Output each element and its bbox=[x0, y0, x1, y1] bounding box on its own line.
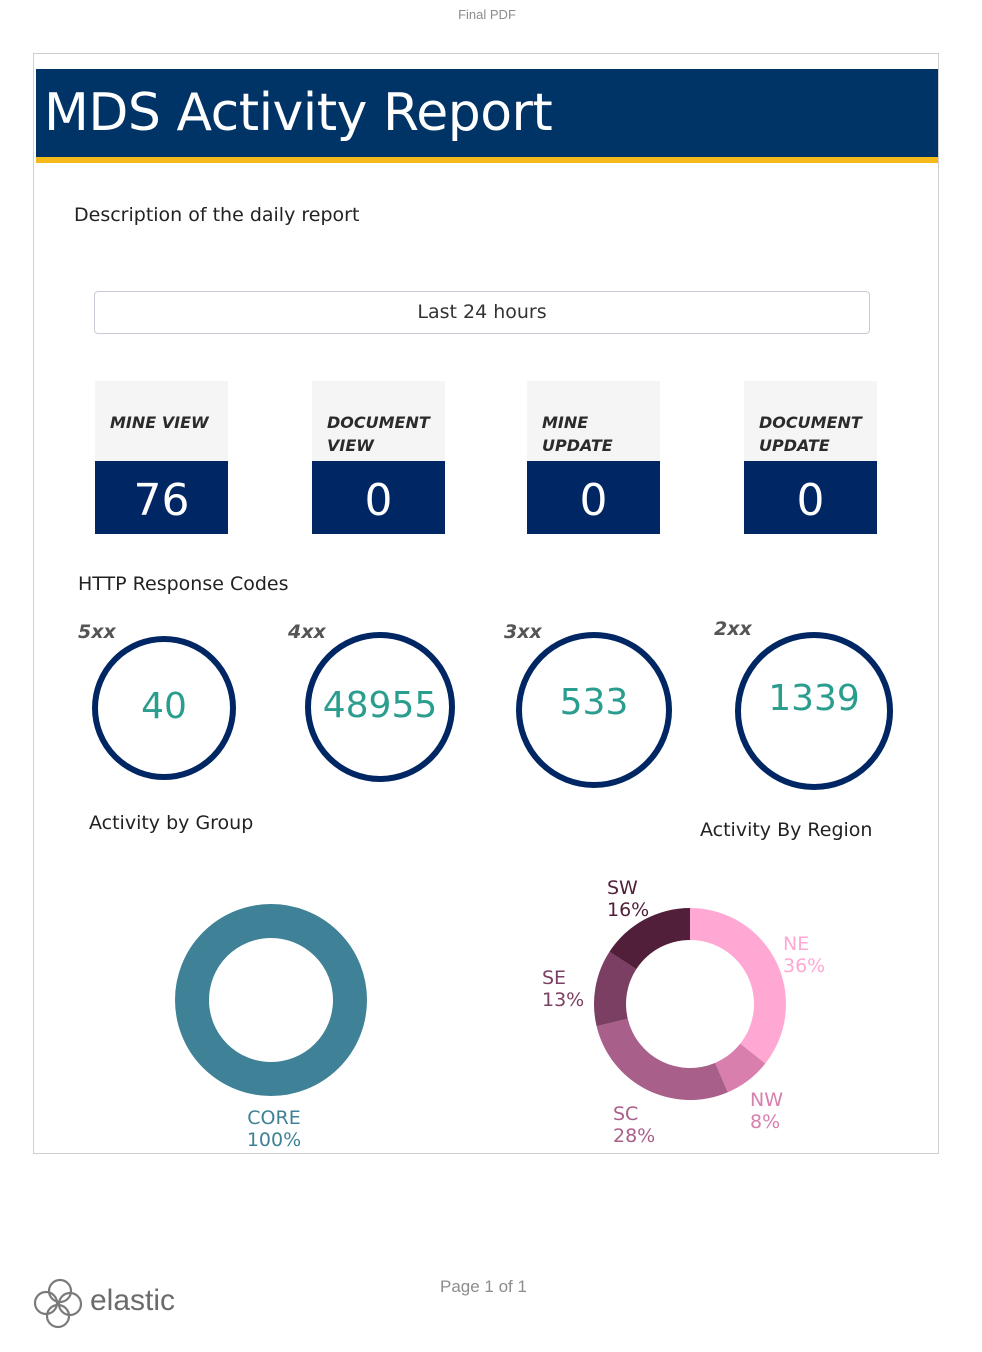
elastic-logo-text: elastic bbox=[90, 1284, 176, 1317]
metric-value: 0 bbox=[312, 461, 445, 534]
report-title: MDS Activity Report bbox=[44, 83, 553, 143]
page-number: Page 1 of 1 bbox=[440, 1277, 527, 1296]
metric-value: 0 bbox=[744, 461, 877, 534]
metric-mine-view: MINE VIEW 76 bbox=[95, 381, 228, 534]
donut-slice-ne bbox=[690, 908, 786, 1064]
slice-percent-sw: 16% bbox=[607, 899, 649, 921]
http-section-title: HTTP Response Codes bbox=[78, 573, 289, 595]
donut-slice-sc bbox=[596, 1018, 728, 1100]
slice-percent-nw: 8% bbox=[750, 1111, 780, 1133]
metric-value: 0 bbox=[527, 461, 660, 534]
time-range-picker[interactable]: Last 24 hours bbox=[94, 291, 870, 334]
report-banner: MDS Activity Report bbox=[36, 69, 938, 163]
code-label-3xx: 3xx bbox=[504, 621, 542, 643]
metric-document-view: DOCUMENT VIEW 0 bbox=[312, 381, 445, 534]
code-label-5xx: 5xx bbox=[78, 621, 116, 643]
gauge-2xx: 1339 bbox=[735, 632, 893, 790]
donut-slice-sw bbox=[609, 908, 690, 970]
gauge-value: 48955 bbox=[322, 685, 438, 726]
code-label-4xx: 4xx bbox=[288, 621, 326, 643]
group-chart-title: Activity by Group bbox=[89, 812, 254, 834]
metric-label: DOCUMENT VIEW bbox=[312, 381, 445, 461]
gauge-value: 1339 bbox=[768, 678, 860, 719]
donut-slice-se bbox=[594, 951, 637, 1027]
gauge-3xx: 533 bbox=[516, 632, 672, 788]
metric-label: MINE UPDATE bbox=[527, 381, 660, 461]
slice-name-ne: NE bbox=[783, 933, 809, 955]
slice-name-sw: SW bbox=[607, 877, 638, 899]
gauge-value: 533 bbox=[559, 682, 629, 723]
slice-name-nw: NW bbox=[750, 1089, 783, 1111]
code-label-2xx: 2xx bbox=[714, 618, 752, 640]
slice-name-sc: SC bbox=[613, 1103, 638, 1125]
gauge-value: 40 bbox=[141, 686, 187, 727]
donut-slice-core bbox=[175, 904, 367, 1096]
slice-name-core: CORE bbox=[247, 1107, 300, 1129]
slice-percent-sc: 28% bbox=[613, 1125, 655, 1147]
report-description: Description of the daily report bbox=[74, 204, 360, 226]
slice-name-se: SE bbox=[542, 967, 566, 989]
metric-label: DOCUMENT UPDATE bbox=[744, 381, 877, 461]
elastic-logo: elastic bbox=[32, 1276, 192, 1332]
metric-value: 76 bbox=[95, 461, 228, 534]
report-frame: MDS Activity Report Description of the d… bbox=[33, 53, 939, 1154]
slice-percent-se: 13% bbox=[542, 989, 584, 1011]
gauge-4xx: 48955 bbox=[305, 632, 455, 782]
top-label: Final PDF bbox=[458, 7, 516, 22]
metric-label: MINE VIEW bbox=[95, 381, 228, 461]
elastic-logo-icon bbox=[33, 1278, 83, 1329]
donut-slice-nw bbox=[715, 1043, 766, 1093]
gauge-5xx: 40 bbox=[92, 636, 236, 780]
slice-percent-ne: 36% bbox=[783, 955, 825, 977]
slice-percent-core: 100% bbox=[247, 1129, 301, 1151]
region-chart-title: Activity By Region bbox=[700, 819, 873, 841]
metric-document-update: DOCUMENT UPDATE 0 bbox=[744, 381, 877, 534]
metric-mine-update: MINE UPDATE 0 bbox=[527, 381, 660, 534]
